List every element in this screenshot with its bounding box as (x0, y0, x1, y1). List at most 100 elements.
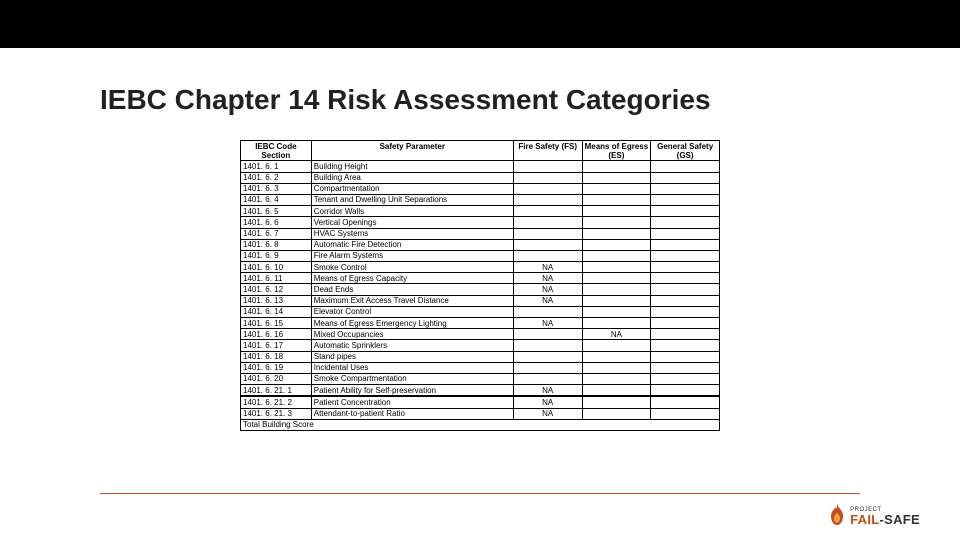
table-cell (582, 194, 651, 205)
brand-logo: PROJECT FAIL-SAFE (828, 502, 920, 530)
table-cell (582, 306, 651, 317)
table-cell: Fire Alarm Systems (311, 250, 513, 261)
table-row: 1401. 6. 21. 3Attendant-to-patient Ratio… (241, 408, 720, 419)
table-cell (513, 306, 582, 317)
table-row: 1401. 6. 16Mixed OccupanciesNA (241, 329, 720, 340)
table-row: 1401. 6. 18Stand pipes (241, 351, 720, 362)
table-cell (582, 161, 651, 172)
table-cell (582, 273, 651, 284)
table-cell (651, 340, 720, 351)
table-cell (651, 250, 720, 261)
table-cell: NA (582, 329, 651, 340)
table-cell (513, 194, 582, 205)
table-cell: Patient Concentration (311, 396, 513, 408)
footer-rule (100, 493, 860, 494)
table-cell: Tenant and Dwelling Unit Separations (311, 194, 513, 205)
table-cell: 1401. 6. 6 (241, 217, 312, 228)
table-cell: Automatic Fire Detection (311, 239, 513, 250)
table-cell: 1401. 6. 3 (241, 183, 312, 194)
table-row: 1401. 6. 10Smoke ControlNA (241, 262, 720, 273)
table-row: 1401. 6. 15Means of Egress Emergency Lig… (241, 318, 720, 329)
col-header-code: IEBC Code Section (241, 141, 312, 161)
table-cell: Means of Egress Capacity (311, 273, 513, 284)
slide: IEBC Chapter 14 Risk Assessment Categori… (0, 48, 960, 540)
table-cell: 1401. 6. 18 (241, 351, 312, 362)
table-cell: NA (513, 262, 582, 273)
table-cell (651, 161, 720, 172)
table-cell: Patient Ability for Self-preservation (311, 385, 513, 397)
table-cell: Means of Egress Emergency Lighting (311, 318, 513, 329)
table-cell (582, 172, 651, 183)
table-cell: Corridor Walls (311, 206, 513, 217)
table-cell: 1401. 6. 8 (241, 239, 312, 250)
table-cell (651, 408, 720, 419)
table-cell: Compartmentation (311, 183, 513, 194)
table-cell (651, 262, 720, 273)
table-cell (582, 250, 651, 261)
table-row: 1401. 6. 21. 1Patient Ability for Self-p… (241, 385, 720, 397)
table-row: 1401. 6. 3Compartmentation (241, 183, 720, 194)
table-cell (651, 228, 720, 239)
table-row: 1401. 6. 20Smoke Compartmentation (241, 373, 720, 384)
table-cell: 1401. 6. 21. 1 (241, 385, 312, 397)
table-cell: HVAC Systems (311, 228, 513, 239)
table-cell: NA (513, 273, 582, 284)
table-row: 1401. 6. 6Vertical Openings (241, 217, 720, 228)
table-cell: NA (513, 284, 582, 295)
table-cell (582, 373, 651, 384)
table-cell (651, 329, 720, 340)
table-cell: Stand pipes (311, 351, 513, 362)
table-cell: NA (513, 408, 582, 419)
table-cell: 1401. 6. 9 (241, 250, 312, 261)
table-cell (582, 183, 651, 194)
table-cell (651, 351, 720, 362)
table-cell: Dead Ends (311, 284, 513, 295)
table-row: 1401. 6. 5Corridor Walls (241, 206, 720, 217)
table-cell (582, 419, 651, 430)
table-cell (513, 161, 582, 172)
table-cell (513, 172, 582, 183)
table-cell (651, 306, 720, 317)
brand-name-a: FAIL (850, 512, 879, 527)
table-cell (651, 295, 720, 306)
table-cell: Elevator Control (311, 306, 513, 317)
table-total-row: Total Building Score (241, 419, 720, 430)
table-cell: Vertical Openings (311, 217, 513, 228)
table-cell (513, 340, 582, 351)
table-cell: 1401. 6. 20 (241, 373, 312, 384)
table-cell (651, 217, 720, 228)
table-cell: 1401. 6. 16 (241, 329, 312, 340)
table-cell: NA (513, 385, 582, 397)
table-cell: Automatic Sprinklers (311, 340, 513, 351)
table-cell (513, 419, 582, 430)
table-cell (513, 239, 582, 250)
table-cell: Attendant-to-patient Ratio (311, 408, 513, 419)
table-cell: Building Height (311, 161, 513, 172)
table-cell (651, 239, 720, 250)
page-title: IEBC Chapter 14 Risk Assessment Categori… (100, 84, 711, 116)
table-cell: Smoke Compartmentation (311, 373, 513, 384)
table-cell (651, 172, 720, 183)
table-cell (651, 183, 720, 194)
table-cell (582, 408, 651, 419)
table-cell: 1401. 6. 10 (241, 262, 312, 273)
table-cell: NA (513, 318, 582, 329)
table-cell (651, 373, 720, 384)
table-cell: 1401. 6. 11 (241, 273, 312, 284)
table-cell (651, 273, 720, 284)
table-cell (582, 206, 651, 217)
table-cell: 1401. 6. 4 (241, 194, 312, 205)
table-cell (651, 362, 720, 373)
table-cell (651, 419, 720, 430)
table-cell (582, 351, 651, 362)
table-cell (651, 318, 720, 329)
table-cell: Incidental Uses (311, 362, 513, 373)
table-cell (582, 262, 651, 273)
table-cell (582, 295, 651, 306)
table-cell (582, 362, 651, 373)
table-row: 1401. 6. 11Means of Egress CapacityNA (241, 273, 720, 284)
table-cell (513, 362, 582, 373)
table-cell (582, 239, 651, 250)
table-row: 1401. 6. 8Automatic Fire Detection (241, 239, 720, 250)
table-header-row: IEBC Code Section Safety Parameter Fire … (241, 141, 720, 161)
